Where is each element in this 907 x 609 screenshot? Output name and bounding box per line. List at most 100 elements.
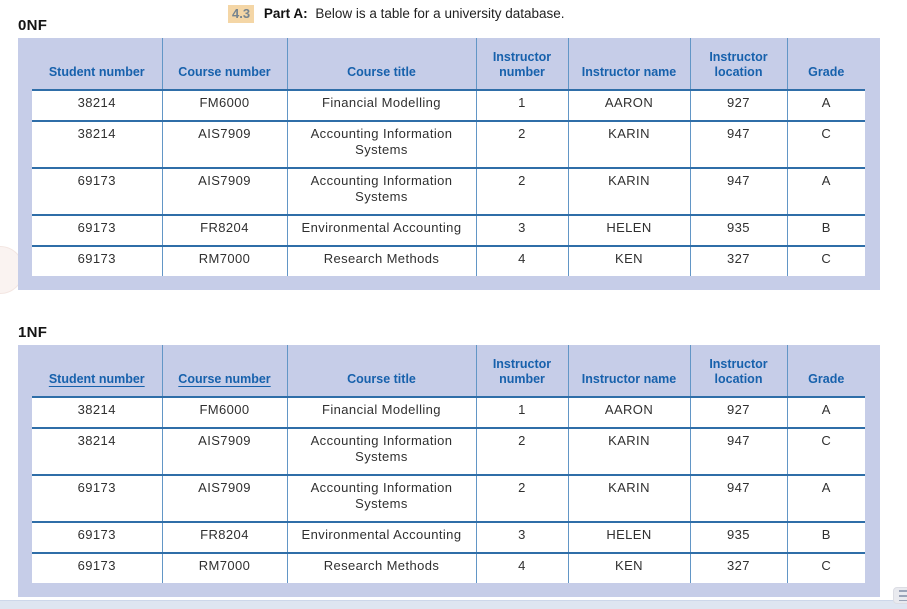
table-cell: 4 <box>475 552 568 583</box>
column-header: Instructor number <box>475 345 568 397</box>
column-header: Instructor number <box>475 38 568 90</box>
table-cell: AIS7909 <box>161 167 287 215</box>
table-cell: C <box>786 552 865 583</box>
table-cell: Accounting Information Systems <box>286 427 476 475</box>
table-cell: AARON <box>567 89 690 121</box>
table-cell: FR8204 <box>161 214 287 246</box>
table-row: 69173 FR8204 Environmental Accounting 3 HELE… <box>32 521 865 553</box>
table-cell: C <box>786 120 865 168</box>
table-cell: B <box>786 521 865 553</box>
table-row: 38214 AIS7909 Accounting Information Syste… <box>32 120 865 168</box>
table-cell: Environmental Accounting <box>286 214 476 246</box>
table-cell: 69173 <box>32 552 162 583</box>
table-cell: AIS7909 <box>161 427 287 475</box>
table-cell: C <box>786 427 865 475</box>
table-cell: KEN <box>567 552 690 583</box>
table-cell: RM7000 <box>161 552 287 583</box>
table-row: 38214 AIS7909 Accounting Information Syste… <box>32 427 865 475</box>
table-row: 38214 FM6000 Financial Modelling 1 AARON 927 A <box>32 396 865 428</box>
column-header: Instructor name <box>567 345 690 397</box>
exercise-prompt: 4.3 Part A: Below is a table for a unive… <box>228 5 565 23</box>
table-cell: Accounting Information Systems <box>286 120 476 168</box>
table-row: 69173 FR8204 Environmental Accounting 3 HELE… <box>32 214 865 246</box>
table-cell: HELEN <box>567 214 690 246</box>
exercise-number-badge: 4.3 <box>228 5 255 23</box>
table-cell: 947 <box>689 167 787 215</box>
column-header: Grade <box>786 38 865 90</box>
table-cell: 3 <box>475 214 568 246</box>
column-header: Course title <box>286 38 476 90</box>
table-cell: A <box>786 167 865 215</box>
table-cell: Accounting Information Systems <box>286 474 476 522</box>
table-cell: 38214 <box>32 120 162 168</box>
column-header: Course number <box>161 345 287 397</box>
table-cell: 69173 <box>32 214 162 246</box>
table-cell: A <box>786 396 865 428</box>
table-cell: 69173 <box>32 474 162 522</box>
table-cell: 69173 <box>32 521 162 553</box>
table-cell: KEN <box>567 245 690 276</box>
table-cell: 1 <box>475 396 568 428</box>
column-header: Course number <box>161 38 287 90</box>
table-1nf: Student number Course number Course title I… <box>32 345 865 583</box>
table-cell: 4 <box>475 245 568 276</box>
table-cell: B <box>786 214 865 246</box>
table-cell: 935 <box>689 214 787 246</box>
table-cell: FM6000 <box>161 396 287 428</box>
table-cell: 69173 <box>32 245 162 276</box>
table-cell: KARIN <box>567 120 690 168</box>
table-cell: Research Methods <box>286 245 476 276</box>
table-cell: 2 <box>475 474 568 522</box>
table-cell: KARIN <box>567 167 690 215</box>
table-cell: FR8204 <box>161 521 287 553</box>
table-cell: 947 <box>689 120 787 168</box>
table-row: 69173 RM7000 Research Methods 4 KEN 327 C <box>32 245 865 276</box>
column-header: Course title <box>286 345 476 397</box>
table-cell: Environmental Accounting <box>286 521 476 553</box>
header-row: Student number Course number Course title I… <box>32 38 865 90</box>
table-row: 38214 FM6000 Financial Modelling 1 AARON 927 A <box>32 89 865 121</box>
column-header: Instructor location <box>689 345 787 397</box>
table-cell: A <box>786 474 865 522</box>
table-cell: C <box>786 245 865 276</box>
table-cell: KARIN <box>567 427 690 475</box>
table-cell: 38214 <box>32 89 162 121</box>
list-lines-glyph <box>899 590 907 601</box>
table-cell: AIS7909 <box>161 120 287 168</box>
table-row: 69173 AIS7909 Accounting Information Syste… <box>32 167 865 215</box>
table-label-0nf: 0NF <box>18 17 48 34</box>
table-cell: FM6000 <box>161 89 287 121</box>
table-cell: 2 <box>475 427 568 475</box>
table-row: 69173 RM7000 Research Methods 4 KEN 327 C <box>32 552 865 583</box>
table-row: 69173 AIS7909 Accounting Information Syste… <box>32 474 865 522</box>
table-cell: 2 <box>475 167 568 215</box>
instruction-text: Below is a table for a university databa… <box>315 6 565 21</box>
table-frame-1nf: Student number Course number Course title I… <box>18 345 880 597</box>
table-frame-0nf: Student number Course number Course title I… <box>18 38 880 290</box>
column-header: Student number <box>48 65 145 79</box>
table-cell: HELEN <box>567 521 690 553</box>
table-cell: 947 <box>689 427 787 475</box>
table-cell: Financial Modelling <box>286 396 476 428</box>
table-cell: 327 <box>689 552 787 583</box>
column-header: Instructor location <box>689 38 787 90</box>
table-0nf: Student number Course number Course title I… <box>32 38 865 276</box>
table-cell: 947 <box>689 474 787 522</box>
table-cell: Research Methods <box>286 552 476 583</box>
table-cell: 3 <box>475 521 568 553</box>
table-cell: 327 <box>689 245 787 276</box>
bottom-page-strip <box>0 600 907 609</box>
table-cell: 38214 <box>32 396 162 428</box>
part-label: Part A: <box>263 6 308 21</box>
table-cell: 69173 <box>32 167 162 215</box>
table-cell: 927 <box>689 396 787 428</box>
table-cell: 935 <box>689 521 787 553</box>
table-cell: AARON <box>567 396 690 428</box>
list-lines-icon[interactable] <box>893 587 907 604</box>
column-header: Instructor name <box>567 38 690 90</box>
table-cell: Financial Modelling <box>286 89 476 121</box>
table-cell: 1 <box>475 89 568 121</box>
header-row: Student number Course number Course title I… <box>32 345 865 397</box>
column-header: Student number <box>48 372 145 386</box>
